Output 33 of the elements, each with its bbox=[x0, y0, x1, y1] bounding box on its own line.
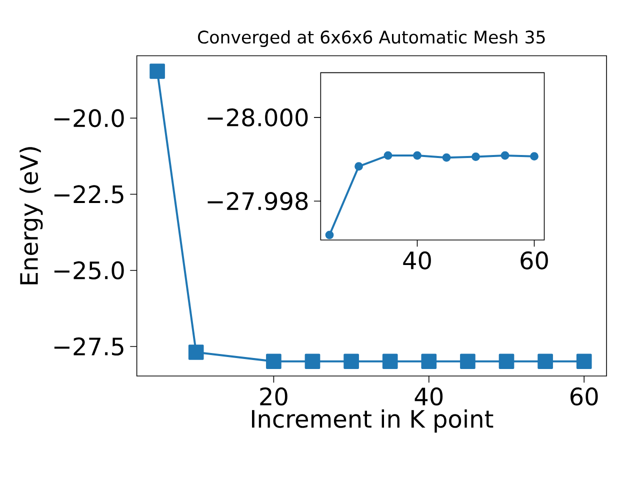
point bbox=[500, 151, 510, 160]
y-tick-label: −27.5 bbox=[54, 337, 124, 356]
x-tick-label: 60 bbox=[570, 387, 598, 406]
x-tick-label: 20 bbox=[260, 387, 288, 406]
point bbox=[530, 152, 538, 161]
point bbox=[150, 64, 165, 79]
y-tick-label: −27.998 bbox=[208, 192, 308, 210]
x-axis-title: Increment in K point bbox=[252, 409, 494, 433]
point bbox=[188, 344, 204, 360]
point bbox=[304, 354, 320, 370]
y-tick-label: −25.0 bbox=[54, 261, 124, 280]
point bbox=[266, 354, 282, 370]
point bbox=[460, 354, 476, 370]
point bbox=[472, 152, 480, 161]
chart-title: Converged at 6x6x6 Automatic Mesh 35 bbox=[198, 30, 545, 48]
y-tick-label: −22.5 bbox=[54, 185, 124, 204]
y-axis-title: Energy (eV) bbox=[20, 147, 43, 284]
point bbox=[421, 354, 437, 370]
point bbox=[576, 354, 592, 370]
point bbox=[325, 230, 334, 240]
point bbox=[344, 354, 359, 370]
point bbox=[384, 151, 392, 160]
point bbox=[498, 354, 514, 370]
y-tick-label: −20.0 bbox=[54, 109, 124, 128]
point bbox=[413, 151, 422, 160]
x-tick-label: 60 bbox=[520, 251, 548, 270]
point bbox=[382, 354, 398, 370]
y-tick-label: −28.000 bbox=[208, 108, 308, 127]
point bbox=[538, 354, 553, 370]
point bbox=[442, 153, 451, 162]
x-tick-label: 40 bbox=[403, 251, 431, 270]
point bbox=[354, 162, 363, 171]
x-tick-label: 40 bbox=[414, 387, 443, 406]
